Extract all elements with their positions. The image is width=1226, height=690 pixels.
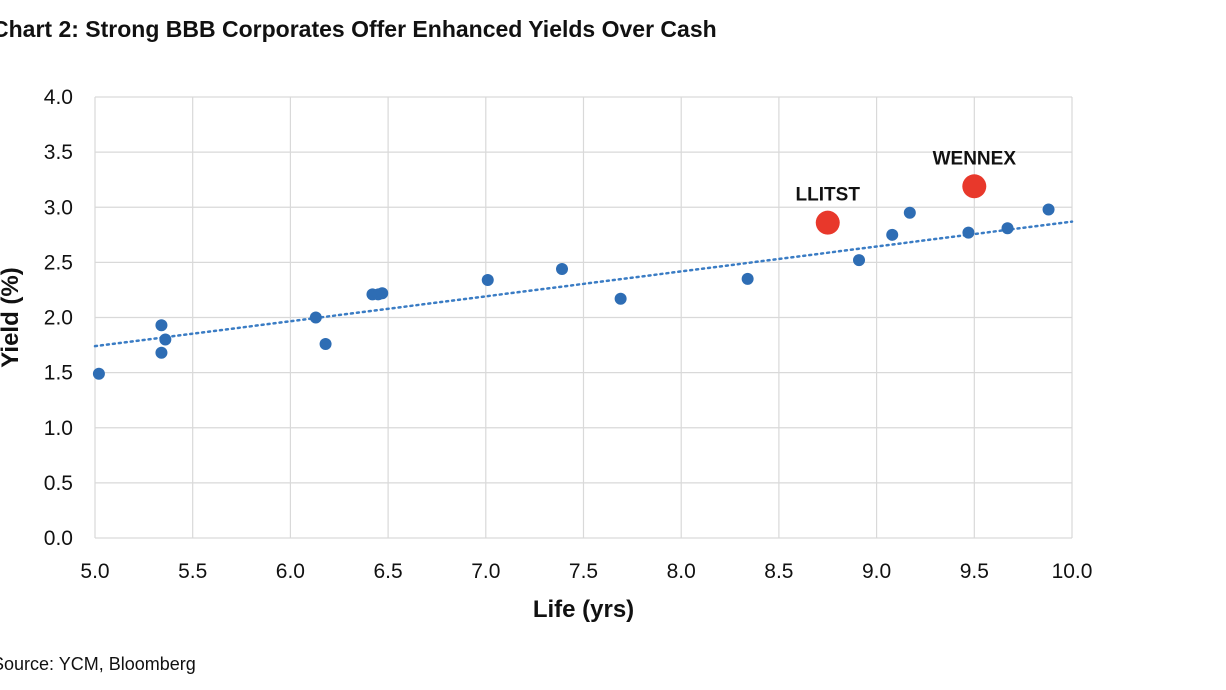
data-point: [92, 367, 105, 380]
highlight-point: [962, 174, 987, 199]
y-tick-label: 4.0: [44, 86, 73, 109]
highlight-point: [815, 210, 840, 235]
data-point: [309, 311, 322, 324]
chart-source: Source: YCM, Bloomberg: [0, 654, 196, 674]
data-point: [376, 287, 389, 300]
x-tick-label: 8.5: [764, 560, 793, 583]
data-point: [962, 226, 975, 239]
x-tick-label: 5.0: [80, 560, 109, 583]
y-tick-label: 0.5: [44, 472, 73, 495]
x-tick-label: 6.5: [373, 560, 402, 583]
trend-line: [93, 220, 1074, 348]
x-tick-label: 6.0: [276, 560, 305, 583]
y-tick-label: 3.5: [44, 141, 73, 164]
data-point: [481, 274, 494, 287]
x-tick-label: 5.5: [178, 560, 207, 583]
x-tick-label: 7.0: [471, 560, 500, 583]
y-tick-label: 2.0: [44, 307, 73, 330]
x-tick-label: 7.5: [569, 560, 598, 583]
y-tick-label: 0.0: [44, 527, 73, 550]
y-tick-label: 2.5: [44, 251, 73, 274]
data-point: [159, 333, 172, 346]
data-point: [741, 272, 754, 285]
data-point: [556, 262, 569, 275]
data-point: [853, 254, 866, 267]
y-tick-label: 3.0: [44, 196, 73, 219]
y-tick-label: 1.5: [44, 362, 73, 385]
data-point: [1042, 203, 1055, 216]
data-point: [903, 206, 916, 219]
highlight-label: LLITST: [796, 185, 861, 206]
x-axis-title: Life (yrs): [533, 596, 634, 623]
data-point: [319, 337, 332, 350]
highlight-label: WENNEX: [933, 148, 1017, 169]
data-point: [614, 292, 627, 305]
x-tick-label: 9.0: [862, 560, 891, 583]
data-point: [155, 319, 168, 332]
chart-title: Chart 2: Strong BBB Corporates Offer Enh…: [0, 16, 717, 42]
y-axis-title: Yield (%): [0, 267, 24, 367]
x-tick-label: 10.0: [1052, 560, 1093, 583]
data-point: [886, 228, 899, 241]
data-point: [1001, 222, 1014, 235]
x-tick-label: 8.0: [667, 560, 696, 583]
y-tick-label: 1.0: [44, 417, 73, 440]
data-point: [155, 346, 168, 359]
x-tick-label: 9.5: [960, 560, 989, 583]
